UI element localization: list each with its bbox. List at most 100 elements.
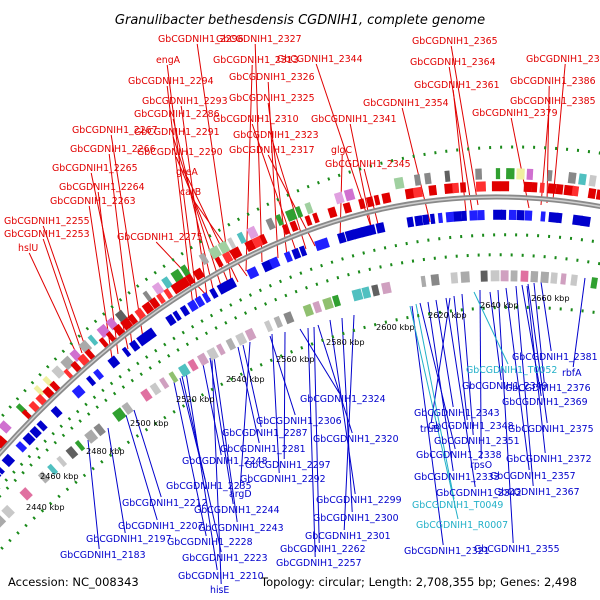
forward-gene-label: GbCGDNIH1_2264	[59, 182, 145, 193]
reverse-gene-leader-line	[505, 287, 530, 471]
forward-gene-label: GbCGDNIH1_2290	[137, 147, 223, 158]
outer-cog-ring-block	[294, 205, 304, 219]
inner-cog-ring-block	[273, 315, 283, 329]
forward-gene-label: greA	[176, 167, 198, 178]
forward-strand-ring-block	[444, 183, 454, 194]
rna-gene-label: GbCGDNIH1_R0007	[416, 520, 508, 531]
reverse-strand-ring-block	[1, 453, 16, 468]
reverse-strand-ring-block	[375, 222, 386, 234]
scale-label: 2500 kbp	[130, 418, 169, 428]
forward-gene-label: GbCGDNIH1_2291	[134, 127, 220, 138]
reverse-strand-ring-block	[209, 287, 219, 299]
reverse-strand-ring-block	[429, 213, 436, 225]
inner-cog-ring-block	[37, 471, 50, 484]
forward-strand-ring-block	[28, 400, 41, 413]
forward-strand-ring-block	[571, 185, 580, 197]
reverse-strand-ring-block	[121, 346, 132, 358]
reverse-gene-label: GbCGDNIH1_2262	[280, 544, 366, 555]
reverse-strand-ring-block	[540, 211, 546, 222]
forward-strand-ring-block	[459, 182, 467, 193]
inner-cog-ring-block	[381, 281, 392, 295]
forward-gene-leader-line	[172, 118, 215, 294]
forward-gene-label: GbCGDNIH1_2323	[233, 130, 319, 141]
forward-strand-ring-block	[547, 183, 557, 194]
rna-gene-label: GbCGDNIH1_T0052	[466, 365, 557, 376]
reverse-strand-ring-block	[107, 355, 121, 369]
reverse-strand-ring-block	[445, 211, 455, 223]
forward-gene-label: GbCGDNIH1_2379	[472, 108, 558, 119]
forward-gene-label: GbCGDNIH1_2385	[510, 96, 596, 107]
reverse-strand-ring-block	[128, 339, 141, 352]
genome-summary: Topology: circular; Length: 2,708,355 bp…	[261, 575, 577, 589]
reverse-gene-leader-line	[125, 414, 158, 521]
forward-gene-leader-line	[452, 89, 467, 213]
inner-cog-ring-block	[490, 270, 500, 282]
reverse-strand-ring-block	[201, 292, 212, 304]
forward-strand-ring-block	[105, 331, 116, 343]
outer-cog-ring-block	[444, 170, 451, 182]
forward-strand-ring-block	[192, 267, 205, 281]
reverse-gene-label: GbCGDNIH1_2287	[222, 428, 308, 439]
forward-strand-ring-block	[499, 181, 510, 192]
reverse-gene-label: GbCGDNIH1_2228	[167, 537, 253, 548]
scale-label: 2640 kbp	[480, 300, 519, 310]
reverse-gene-label: GbCGDNIH1_2299	[316, 495, 402, 506]
reverse-gene-label: GbCGDNIH1_2349	[462, 381, 548, 392]
outer-cog-ring-block	[198, 252, 210, 266]
reverse-strand-ring-block	[556, 212, 563, 224]
outer-cog-ring-block	[333, 191, 345, 205]
reverse-gene-leader-line	[489, 291, 502, 381]
reverse-gene-leader-line	[453, 295, 468, 421]
reverse-strand-ring-block	[580, 215, 591, 227]
reverse-gene-leader-line	[202, 363, 222, 456]
reverse-gene-label: argD	[229, 489, 252, 500]
reverse-strand-ring-block	[93, 368, 105, 381]
reverse-gene-label: GbCGDNIH1_2320	[313, 434, 399, 445]
inner-cog-ring-block	[235, 332, 248, 346]
inner-cog-ring-block	[112, 407, 127, 422]
forward-strand-ring-block	[244, 239, 257, 253]
forward-strand-ring-block	[70, 360, 82, 373]
inner-cog-ring-block	[0, 513, 7, 528]
inner-cog-ring-block	[351, 288, 364, 302]
reverse-gene-label: GbCGDNIH1_2212	[122, 498, 208, 509]
reverse-gene-leader-line	[419, 302, 456, 450]
forward-gene-leader-line	[110, 134, 144, 339]
forward-gene-label: GbCGDNIH1_2253	[4, 229, 90, 240]
outer-cog-ring-block	[33, 385, 45, 397]
reverse-gene-label: GbCGDNIH1_2301	[305, 531, 391, 542]
scale-label: 2540 kbp	[226, 374, 265, 384]
forward-gene-leader-line	[450, 45, 479, 206]
forward-gene-leader-line	[267, 81, 279, 259]
reverse-gene-leader-line	[299, 328, 340, 394]
reverse-strand-ring-block	[453, 211, 463, 222]
outer-cog-ring-block	[236, 231, 247, 245]
reverse-strand-ring-block	[246, 266, 260, 280]
forward-strand-ring-block	[595, 189, 600, 201]
forward-strand-ring-block	[452, 182, 460, 194]
reverse-gene-leader-line	[329, 319, 356, 495]
forward-gene-label: GbCGDNIH1_2365	[412, 36, 498, 47]
forward-gene-label: GbCGDNIH1_2267	[72, 125, 158, 136]
outer-cog-ring-block	[227, 237, 237, 250]
reverse-gene-leader-line	[317, 324, 353, 434]
reverse-gene-leader-line	[307, 327, 316, 558]
forward-strand-ring-block	[289, 220, 299, 232]
reverse-strand-ring-block	[268, 256, 281, 269]
reverse-strand-ring-block	[143, 327, 157, 342]
reverse-gene-leader-line	[185, 371, 218, 571]
reverse-gene-label: GbCGDNIH1_2300	[313, 513, 399, 524]
inner-cog-ring-block	[550, 272, 558, 284]
reverse-gene-label: truB	[420, 424, 440, 435]
forward-strand-ring-block	[170, 280, 184, 295]
forward-gene-leader-line	[510, 117, 530, 209]
forward-strand-ring-block	[127, 313, 139, 326]
outer-cog-ring-block	[506, 168, 515, 180]
reverse-strand-ring-block	[36, 420, 48, 432]
forward-gene-label: hslU	[18, 243, 38, 254]
reverse-gene-label: GbCGDNIH1_2207	[118, 521, 204, 532]
outer-cog-ring-block	[87, 334, 99, 346]
reverse-strand-ring-block	[461, 210, 467, 222]
forward-strand-ring-block	[84, 348, 96, 360]
forward-gene-leader-line	[42, 238, 83, 354]
